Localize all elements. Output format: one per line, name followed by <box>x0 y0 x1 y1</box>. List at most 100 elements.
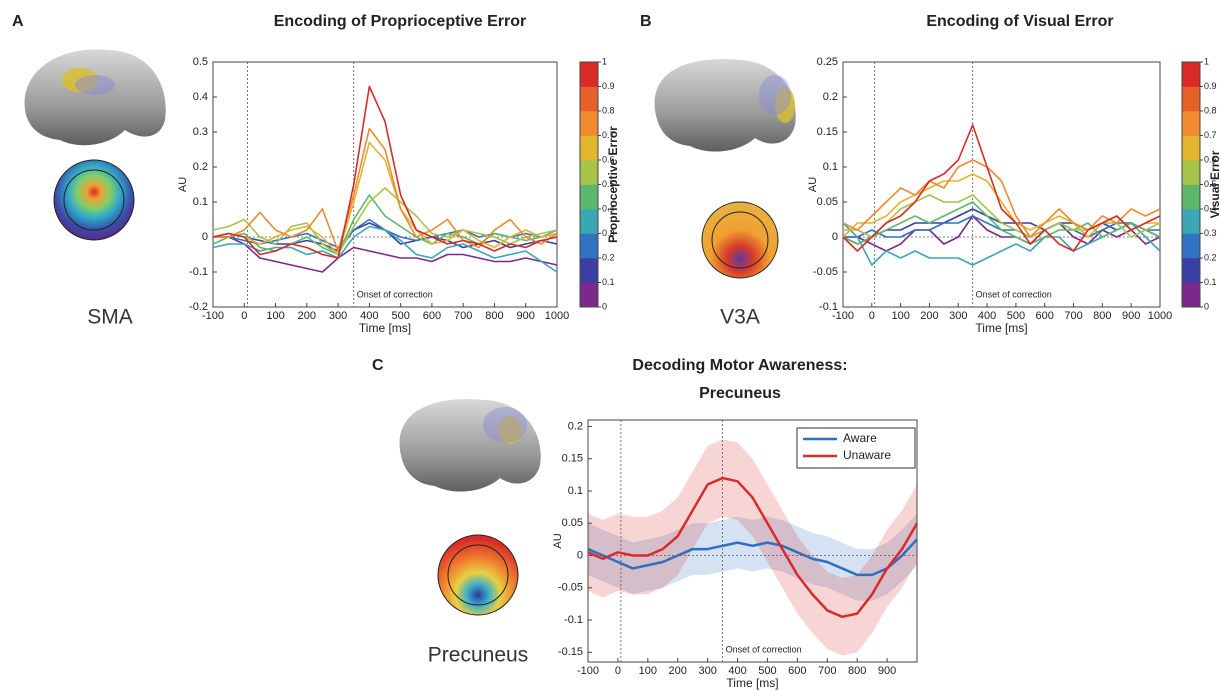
x-tick-label: 200 <box>669 665 687 677</box>
colorbar-tick-label: 0.9 <box>1204 81 1217 91</box>
x-tick-label: 700 <box>818 665 836 677</box>
y-tick-label: -0.1 <box>819 301 838 313</box>
y-tick-label: 0.05 <box>817 196 838 208</box>
colorbar-tick-label: 0.7 <box>602 130 615 140</box>
plot-area <box>212 61 558 308</box>
y-tick-label: -0.15 <box>558 646 583 658</box>
y-tick-label: 0 <box>577 549 583 561</box>
x-tick-label: -100 <box>202 310 224 322</box>
y-tick-label: 0.2 <box>568 420 583 432</box>
x-tick-label: 800 <box>485 310 503 322</box>
region-label: V3A <box>720 306 760 329</box>
series-line <box>213 218 558 249</box>
chart-title: Encoding of Proprioceptive Error <box>274 13 526 30</box>
y-tick-label: 0.2 <box>193 161 208 173</box>
colorbar-segment <box>580 111 598 136</box>
legend-box <box>796 427 916 469</box>
panel-letter: B <box>640 13 652 30</box>
colorbar-tick-label: 0.6 <box>602 154 615 164</box>
colorbar-tick-label: 0.4 <box>602 203 615 213</box>
x-tick-label: 100 <box>639 665 657 677</box>
topomap <box>701 201 779 279</box>
series-line <box>212 187 558 256</box>
series-line <box>843 215 1161 252</box>
colorbar-tick-label: 0.3 <box>602 228 615 238</box>
colorbar-tick-label: 1 <box>1204 56 1209 66</box>
y-tick-label: -0.1 <box>564 614 583 626</box>
plot-area <box>842 61 1161 308</box>
topomap <box>437 534 519 616</box>
chart-title: Precuneus <box>699 385 781 402</box>
x-tick-label: 300 <box>329 310 347 322</box>
y-tick-label: 0.15 <box>562 453 583 465</box>
x-tick-label: 900 <box>517 310 535 322</box>
x-tick-label: 600 <box>1036 310 1054 322</box>
series-line <box>842 208 1161 245</box>
series-line <box>212 141 558 256</box>
y-tick-label: -0.05 <box>558 582 583 594</box>
y-tick-label: 0.1 <box>823 161 838 173</box>
colorbar-tick-label: 0.4 <box>1204 203 1217 213</box>
x-tick-label: 1000 <box>545 310 569 322</box>
legend-label: Aware <box>843 431 877 445</box>
y-tick-label: 0.5 <box>193 56 208 68</box>
x-tick-label: 700 <box>454 310 472 322</box>
colorbar-tick-label: 0.2 <box>602 252 615 262</box>
y-tick-label: 0 <box>202 231 208 243</box>
brain-image <box>399 399 541 492</box>
colorbar-tick-label: 0.8 <box>1204 105 1217 115</box>
x-tick-label: 300 <box>949 310 967 322</box>
x-tick-label: 600 <box>423 310 441 322</box>
y-axis-label: AU <box>552 533 564 548</box>
series-line <box>213 236 558 273</box>
colorbar-tick-label: 0 <box>1204 301 1209 311</box>
series-line <box>212 85 558 259</box>
colorbar-segment <box>1182 184 1200 210</box>
x-tick-label: 1000 <box>1148 310 1172 322</box>
x-tick-label: 600 <box>788 665 806 677</box>
x-tick-label: 400 <box>360 310 378 322</box>
x-axis-label: Time [ms] <box>726 676 778 690</box>
series-line <box>213 127 558 252</box>
colorbar-segment <box>580 209 598 234</box>
x-tick-label: -100 <box>577 665 599 677</box>
colorbar-tick-label: 0.3 <box>1204 228 1217 238</box>
colorbar-segment <box>580 62 598 87</box>
colorbar-segment <box>1182 258 1200 283</box>
colorbar-tick-label: 1 <box>602 56 607 66</box>
colorbar-tick-label: 0.1 <box>1204 277 1217 287</box>
y-tick-label: -0.1 <box>189 266 208 278</box>
y-tick-label: 0.4 <box>193 91 208 103</box>
colorbar-segment <box>580 282 598 308</box>
colorbar-segment <box>580 233 598 259</box>
colorbar-tick-label: 0.1 <box>602 277 615 287</box>
y-tick-label: 0.1 <box>568 485 583 497</box>
x-tick-label: 200 <box>298 310 316 322</box>
colorbar-tick-label: 0 <box>602 301 607 311</box>
series-line <box>842 124 1161 252</box>
y-tick-label: 0.3 <box>193 126 208 138</box>
colorbar-label: Proprioceptive Error <box>606 126 620 243</box>
colorbar-label: Visual Error <box>1208 150 1221 218</box>
x-tick-label: 900 <box>1122 310 1140 322</box>
panel-letter: C <box>372 357 384 374</box>
x-tick-label: 900 <box>878 665 896 677</box>
y-tick-label: 0.2 <box>823 91 838 103</box>
colorbar-tick-label: 0.5 <box>1204 179 1217 189</box>
series-line <box>587 538 918 577</box>
colorbar-segment <box>580 86 598 112</box>
x-tick-label: 800 <box>1093 310 1111 322</box>
colorbar-segment <box>1182 209 1200 234</box>
chart-title: Encoding of Visual Error <box>926 13 1113 30</box>
error-band <box>588 439 917 656</box>
series-line <box>842 159 1161 238</box>
y-tick-label: 0.1 <box>193 196 208 208</box>
colorbar-segment <box>580 135 598 161</box>
annotation: Onset of correction <box>976 289 1052 299</box>
region-label: SMA <box>87 306 133 329</box>
colorbar-segment <box>1182 233 1200 259</box>
series-line <box>842 201 1161 245</box>
x-axis-label: Time [ms] <box>359 321 411 335</box>
x-tick-label: 400 <box>728 665 746 677</box>
